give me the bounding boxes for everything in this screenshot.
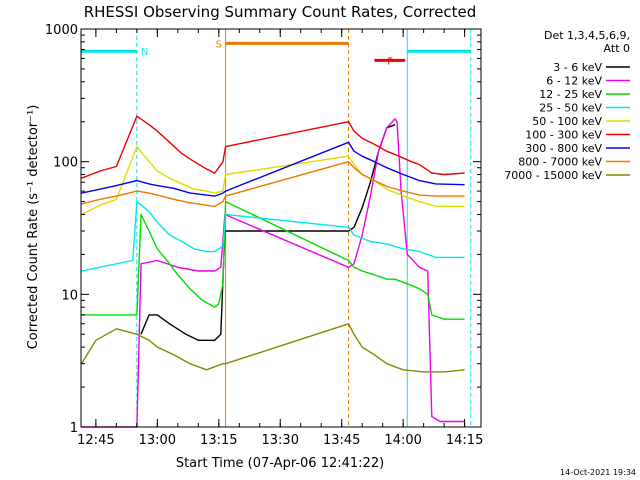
x-tick-label-6: 14:15 xyxy=(446,433,483,448)
y-tick-label-1: 10 xyxy=(61,288,78,303)
flare-label: F xyxy=(387,56,393,67)
series-lines xyxy=(80,115,465,428)
observing-flag-markers: N S F xyxy=(81,39,471,67)
x-tick-label-3: 13:30 xyxy=(262,433,299,448)
legend-label-0: 3 - 6 keV xyxy=(553,61,602,74)
series-line-2 xyxy=(81,200,465,320)
series-line-4 xyxy=(81,145,465,216)
series-line-6 xyxy=(81,141,465,197)
legend-label-3: 25 - 50 keV xyxy=(539,102,602,115)
y-axis-label: Corrected Count Rate (s⁻¹ detector⁻¹) xyxy=(26,105,41,350)
y-tick-label-0: 1 xyxy=(70,421,78,436)
footer-date: 14-Oct-2021 19:34 xyxy=(560,468,636,477)
legend-label-7: 800 - 7000 keV xyxy=(518,156,602,169)
chart-title: RHESSI Observing Summary Count Rates, Co… xyxy=(84,3,477,21)
legend-header-0: Det 1,3,4,5,6,9, xyxy=(544,29,630,42)
y-tick-label-3: 1000 xyxy=(45,23,78,38)
night-label: N xyxy=(141,47,148,58)
series-line-3 xyxy=(81,200,465,272)
x-tick-label-4: 13:45 xyxy=(323,433,360,448)
legend-label-5: 100 - 300 keV xyxy=(525,129,602,142)
x-tick-label-5: 14:00 xyxy=(384,433,421,448)
saa-label: S xyxy=(216,39,222,50)
legend-label-2: 12 - 25 keV xyxy=(539,88,602,101)
interval-boundary-lines xyxy=(80,29,472,427)
legend-label-8: 7000 - 15000 keV xyxy=(504,169,602,182)
axes: 1 10 100 1000 12:45 13:00 13:15 13:30 13:45 14:00… xyxy=(45,23,483,448)
x-axis-label: Start Time (07-Apr-06 12:41:22) xyxy=(176,456,384,471)
series-line-1 xyxy=(81,118,465,428)
legend-header-1: Att 0 xyxy=(604,42,630,55)
series-line-7 xyxy=(81,160,465,208)
y-tick-label-2: 100 xyxy=(53,156,78,171)
plot-frame xyxy=(80,28,482,428)
legend-label-6: 300 - 800 keV xyxy=(525,142,602,155)
x-tick-label-1: 13:00 xyxy=(139,433,176,448)
x-tick-label-0: 12:45 xyxy=(77,433,114,448)
legend-label-1: 6 - 12 keV xyxy=(546,75,602,88)
series-line-5 xyxy=(81,115,465,179)
legend-label-4: 50 - 100 keV xyxy=(532,115,602,128)
series-line-8 xyxy=(80,323,465,373)
x-tick-label-2: 13:15 xyxy=(200,433,237,448)
